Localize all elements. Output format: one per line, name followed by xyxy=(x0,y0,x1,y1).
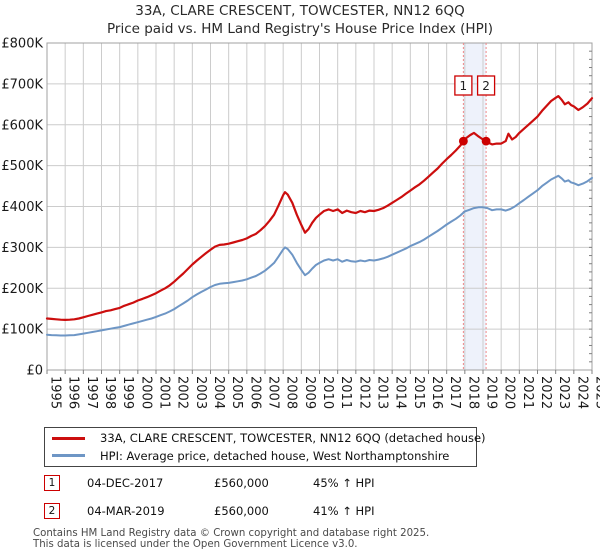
footer-line2: This data is licensed under the Open Gov… xyxy=(33,538,358,550)
y-axis-label: £400K xyxy=(1,200,43,215)
x-axis-label: 2017 xyxy=(447,376,462,409)
x-axis-label: 1998 xyxy=(102,376,117,409)
license-footer: Contains HM Land Registry data © Crown c… xyxy=(33,528,593,550)
x-axis-label: 2022 xyxy=(538,376,553,409)
legend-item-price: 33A, CLARE CRESCENT, TOWCESTER, NN12 6QQ… xyxy=(45,431,486,445)
x-axis-label: 2007 xyxy=(266,376,281,409)
y-axis-label: £800K xyxy=(1,37,43,52)
x-axis-label: 2001 xyxy=(157,376,172,409)
chart-legend: 33A, CLARE CRESCENT, TOWCESTER, NN12 6QQ… xyxy=(44,427,486,467)
y-axis-label: £700K xyxy=(1,77,43,92)
transaction-2-price: £560,000 xyxy=(214,504,269,518)
legend-label-price: 33A, CLARE CRESCENT, TOWCESTER, NN12 6QQ… xyxy=(100,431,486,446)
chart-title: 33A, CLARE CRESCENT, TOWCESTER, NN12 6QQ… xyxy=(0,2,600,38)
transaction-1-badge: 1 xyxy=(44,475,60,491)
price-chart: 1 2 £0 £100K £200K £300K £400K £500K £600K £700K £… xyxy=(1,37,600,410)
footer-line1: Contains HM Land Registry data © Crown c… xyxy=(33,528,430,539)
x-axis-label: 2003 xyxy=(193,376,208,409)
x-axis-label: 1996 xyxy=(66,376,81,409)
x-axis-label: 2025 xyxy=(593,376,600,409)
transaction-2-hpi-delta: 41% ↑ HPI xyxy=(313,504,375,518)
price-series-line xyxy=(45,94,594,321)
x-axis-label: 2020 xyxy=(502,376,517,409)
x-axis-label: 2018 xyxy=(465,376,480,409)
x-axis-label: 2000 xyxy=(138,376,153,409)
hpi-line-swatch xyxy=(52,454,85,458)
x-axis-label: 2012 xyxy=(356,376,371,409)
y-axis-label: £100K xyxy=(1,323,43,338)
x-axis-label: 2002 xyxy=(175,376,190,409)
transaction-2-badge: 2 xyxy=(44,503,60,519)
x-axis-label: 2011 xyxy=(338,376,353,409)
sale-marker-flag-label: 2 xyxy=(482,79,490,93)
x-axis-label: 2005 xyxy=(229,376,244,409)
transaction-1-hpi-delta: 45% ↑ HPI xyxy=(313,476,375,490)
x-axis-label: 2024 xyxy=(574,376,589,409)
x-axis-label: 2023 xyxy=(556,376,571,409)
x-axis-label: 2008 xyxy=(284,376,299,409)
legend-item-hpi: HPI: Average price, detached house, West… xyxy=(45,449,476,463)
price-line-swatch xyxy=(52,436,85,440)
title-address: 33A, CLARE CRESCENT, TOWCESTER, NN12 6QQ xyxy=(135,3,465,19)
y-axis-label: £600K xyxy=(1,118,43,133)
x-axis-label: 2010 xyxy=(320,376,335,409)
y-axis-label: £300K xyxy=(1,241,43,256)
x-axis-label: 1997 xyxy=(84,376,99,409)
transaction-2-date: 04-MAR-2019 xyxy=(87,504,165,518)
x-axis-label: 2009 xyxy=(302,376,317,409)
x-axis-label: 2004 xyxy=(211,376,226,409)
transaction-1-price: £560,000 xyxy=(214,476,269,490)
sale-marker-flag xyxy=(476,75,496,96)
x-axis-label: 2006 xyxy=(247,376,262,409)
x-axis-label: 2014 xyxy=(393,376,408,409)
y-axis-label: £500K xyxy=(1,159,43,174)
legend-label-hpi: HPI: Average price, detached house, West… xyxy=(100,448,450,463)
sale-marker-dot xyxy=(481,136,491,146)
x-axis-label: 2015 xyxy=(411,376,426,409)
sale-marker-flag-label: 1 xyxy=(460,79,468,93)
y-axis-label: £200K xyxy=(1,282,43,297)
x-axis-label: 2016 xyxy=(429,376,444,409)
x-axis-label: 1995 xyxy=(48,376,63,409)
x-axis-label: 2019 xyxy=(484,376,499,409)
x-axis-label: 2021 xyxy=(520,376,535,409)
sale-marker-dot xyxy=(458,136,468,146)
transaction-1-date: 04-DEC-2017 xyxy=(87,476,164,490)
title-subtitle: Price paid vs. HM Land Registry's House … xyxy=(107,21,493,37)
x-axis-label: 1999 xyxy=(120,376,135,409)
y-axis-label: £0 xyxy=(26,364,43,379)
x-axis-label: 2013 xyxy=(375,376,390,409)
sale-marker-flag xyxy=(454,75,473,96)
hpi-series-line xyxy=(46,174,593,337)
